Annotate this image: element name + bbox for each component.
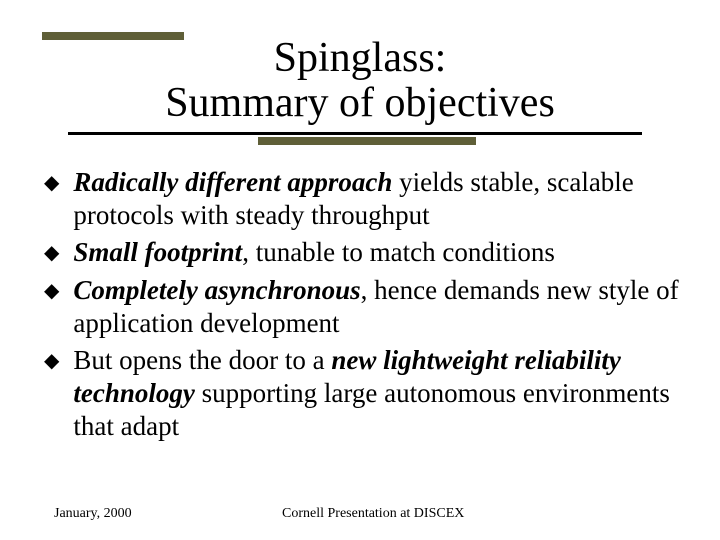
title-line-2: Summary of objectives	[165, 80, 555, 126]
bullet-text: Small footprint, tunable to match condit…	[73, 236, 555, 269]
bullet-item: ◆ Small footprint, tunable to match condi…	[44, 236, 684, 270]
footer-date: January, 2000	[54, 506, 132, 522]
bullet-item: ◆ But opens the door to a new lightweight…	[44, 344, 684, 443]
footer: January, 2000 Cornell Presentation at DI…	[54, 506, 674, 522]
accent-bar-bottom	[258, 137, 476, 145]
bullet-item: ◆ Completely asynchronous, hence demands …	[44, 274, 684, 340]
plain-text: But opens the door to a	[73, 345, 331, 375]
emphasized-text: Completely asynchronous	[73, 275, 360, 305]
bullet-item: ◆ Radically different approach yields sta…	[44, 166, 684, 232]
footer-center: Cornell Presentation at DISCEX	[282, 506, 464, 522]
bullet-marker-icon: ◆	[44, 344, 59, 378]
bullet-marker-icon: ◆	[44, 236, 59, 270]
bullet-marker-icon: ◆	[44, 274, 59, 308]
bullet-list: ◆ Radically different approach yields sta…	[44, 166, 684, 447]
emphasized-text: Small footprint	[73, 237, 242, 267]
title-line-1: Spinglass:	[274, 35, 447, 81]
title-underline	[68, 132, 642, 135]
bullet-text: But opens the door to a new lightweight …	[73, 344, 684, 443]
slide-title: Spinglass: Summary of objectives	[0, 36, 720, 127]
emphasized-text: Radically different approach	[73, 167, 392, 197]
bullet-text: Radically different approach yields stab…	[73, 166, 684, 232]
bullet-marker-icon: ◆	[44, 166, 59, 200]
plain-text: , tunable to match conditions	[242, 237, 555, 267]
bullet-text: Completely asynchronous, hence demands n…	[73, 274, 684, 340]
